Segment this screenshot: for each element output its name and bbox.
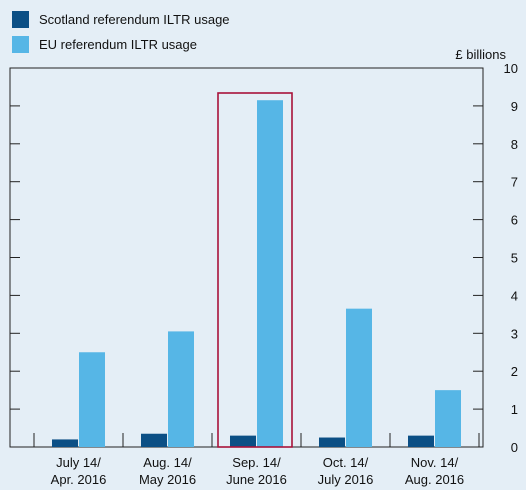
legend-label-2: EU referendum ILTR usage [39, 37, 197, 52]
bar-scotland-1 [52, 439, 78, 447]
y-tick-label-7: 7 [511, 175, 518, 190]
category-label-2-line-2: May 2016 [139, 472, 196, 487]
legend-label-1: Scotland referendum ILTR usage [39, 12, 230, 27]
axes: 0 1 2 3 4 5 6 7 8 9 10 [10, 61, 518, 455]
bars [52, 92, 461, 448]
bar-eu-2 [168, 331, 194, 447]
category-label-5-line-2: Aug. 2016 [405, 472, 464, 487]
category-label-4-line-2: July 2016 [318, 472, 374, 487]
y-tick-label-2: 2 [511, 364, 518, 379]
category-label-5-line-1: Nov. 14/ [411, 455, 459, 470]
category-labels: July 14/Apr. 2016 Aug. 14/May 2016 Sep. 14… [51, 455, 464, 487]
y-tick-label-4: 4 [511, 288, 518, 303]
legend: Scotland referendum ILTR usage EU referen… [12, 11, 230, 53]
category-label-4-line-1: Oct. 14/ [323, 455, 369, 470]
bar-scotland-3 [230, 435, 256, 447]
bar-scotland-5 [408, 435, 434, 447]
category-label-3-line-2: June 2016 [226, 472, 287, 487]
y-tick-label-10: 10 [504, 61, 518, 76]
y-tick-label-6: 6 [511, 213, 518, 228]
y-tick-label-9: 9 [511, 99, 518, 114]
category-label-1-line-1: July 14/ [56, 455, 101, 470]
y-tick-label-3: 3 [511, 326, 518, 341]
y-tick-label-1: 1 [511, 402, 518, 417]
highlight-box [217, 92, 293, 448]
y-tick-label-5: 5 [511, 251, 518, 266]
category-label-2-line-1: Aug. 14/ [143, 455, 192, 470]
bar-scotland-4 [319, 437, 345, 447]
category-label-1-line-2: Apr. 2016 [51, 472, 107, 487]
legend-swatch-1 [12, 11, 29, 28]
category-label-3-line-1: Sep. 14/ [232, 455, 281, 470]
legend-swatch-2 [12, 36, 29, 53]
bar-eu-3 [257, 100, 283, 447]
bar-eu-5 [435, 390, 461, 447]
y-tick-label-0: 0 [511, 440, 518, 455]
y-axis-unit-label: £ billions [455, 47, 506, 62]
bar-eu-1 [79, 352, 105, 447]
bar-eu-4 [346, 308, 372, 447]
y-tick-label-8: 8 [511, 137, 518, 152]
bar-scotland-2 [141, 433, 167, 447]
